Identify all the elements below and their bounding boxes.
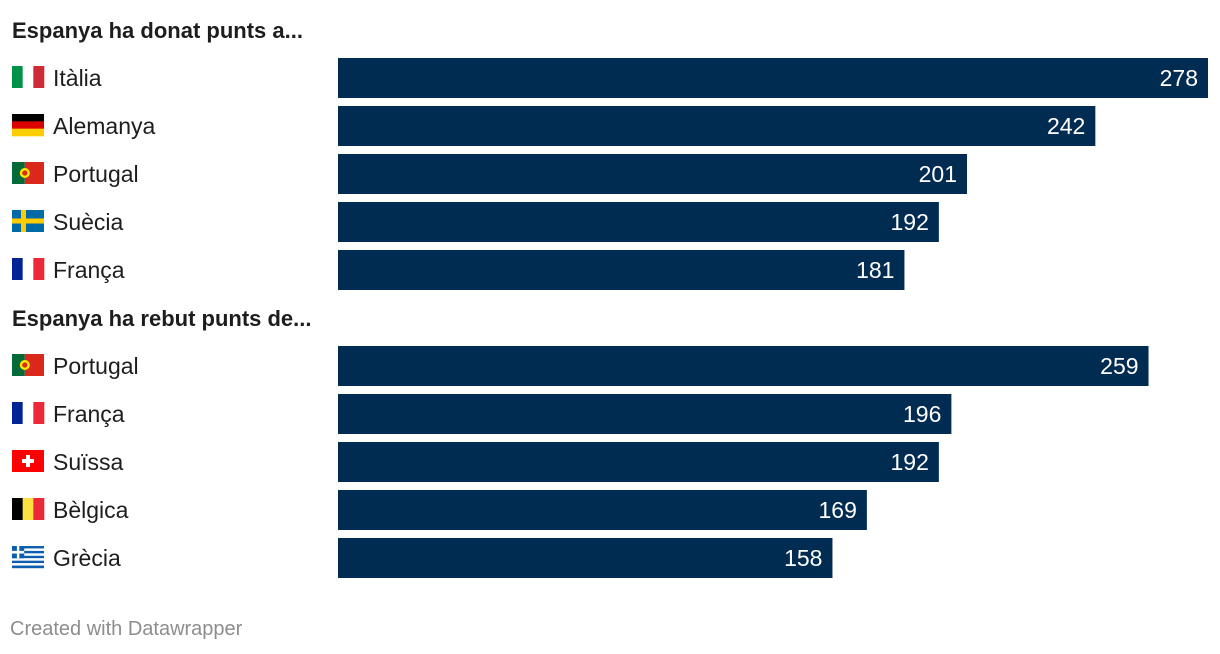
category-label: Portugal [53,353,139,379]
portugal-flag-icon [12,162,44,184]
category-label: França [53,401,125,427]
bar [338,154,968,194]
bar-value-label: 278 [1160,65,1198,91]
bar-row: Suïssa 192 [12,442,939,482]
bar-value-label: 242 [1047,113,1085,139]
bar-row: Grècia 158 [12,538,833,578]
bar-value-label: 192 [890,449,928,475]
bar-row: Alemanya 242 [12,106,1096,146]
category-label: Suïssa [53,449,124,475]
germany-flag-icon [12,114,44,137]
sweden-flag-icon [12,210,44,232]
bar [338,202,939,242]
bar-row: França 196 [12,394,952,434]
portugal-flag-icon [12,354,44,376]
belgium-flag-icon [12,498,45,520]
category-label: Alemanya [53,113,155,139]
bar [338,538,833,578]
category-label: Grècia [53,545,121,571]
category-label: Suècia [53,209,124,235]
category-label: França [53,257,125,283]
chart-group-title: Espanya ha donat punts a... [12,18,303,43]
bar-row: Itàlia 278 [12,58,1208,98]
bar [338,490,867,530]
bar-value-label: 259 [1100,353,1138,379]
bar-value-label: 201 [919,161,957,187]
bar [338,346,1149,386]
bar [338,394,952,434]
france-flag-icon [12,402,45,424]
bar-value-label: 158 [784,545,822,571]
france-flag-icon [12,258,45,280]
footer-credit: Created with Datawrapper [10,618,243,640]
italy-flag-icon [12,66,45,88]
bar [338,106,1096,146]
bar-value-label: 181 [856,257,894,283]
category-label: Itàlia [53,65,102,91]
category-label: Bèlgica [53,497,129,523]
chart-group-title: Espanya ha rebut punts de... [12,306,312,331]
bar [338,250,905,290]
bar-value-label: 169 [819,497,857,523]
bar [338,442,939,482]
bar-row: Suècia 192 [12,202,939,242]
bar-row: Portugal 201 [12,154,968,194]
bar [338,58,1208,98]
category-label: Portugal [53,161,139,187]
bar-row: Portugal 259 [12,346,1149,386]
greece-flag-icon [12,546,44,569]
bar-value-label: 192 [890,209,928,235]
bar-row: França 181 [12,250,905,290]
bar-value-label: 196 [903,401,941,427]
switzerland-flag-icon [12,450,44,472]
bar-row: Bèlgica 169 [12,490,867,530]
